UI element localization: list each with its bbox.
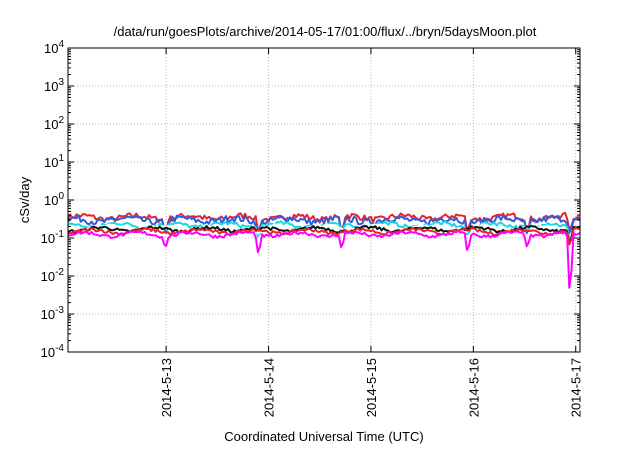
y-tick-label: 101 bbox=[44, 153, 64, 170]
y-axis: 10-4 10-3 10-2 10-1 100 101 102 103 104 bbox=[41, 39, 580, 360]
chart-title: /data/run/goesPlots/archive/2014-05-17/0… bbox=[114, 24, 537, 39]
y-tick-label: 10-3 bbox=[41, 305, 65, 322]
y-tick-label: 103 bbox=[44, 77, 64, 94]
grid bbox=[68, 48, 580, 352]
y-tick-label: 100 bbox=[44, 191, 64, 208]
x-tick-label: 2014-5-13 bbox=[159, 358, 174, 417]
y-tick-label: 104 bbox=[44, 39, 64, 56]
series-line-7 bbox=[67, 230, 581, 289]
x-tick-label: 2014-5-14 bbox=[262, 358, 277, 417]
x-tick-label: 2014-5-16 bbox=[466, 358, 481, 417]
x-axis-label: Coordinated Universal Time (UTC) bbox=[224, 429, 423, 444]
series-line-6 bbox=[67, 227, 581, 246]
x-axis: 2014-5-13 2014-5-14 2014-5-15 2014-5-16 2014… bbox=[159, 48, 584, 417]
y-tick-label: 102 bbox=[44, 115, 64, 132]
y-tick-label: 10-1 bbox=[41, 229, 65, 246]
series-line-1 bbox=[67, 211, 581, 233]
series-group bbox=[67, 211, 581, 289]
y-tick-label: 10-2 bbox=[41, 267, 65, 284]
y-axis-label: cSv/day bbox=[17, 176, 32, 223]
x-tick-label: 2014-5-15 bbox=[364, 358, 379, 417]
y-tick-label: 10-4 bbox=[41, 343, 65, 360]
series-line-4 bbox=[67, 223, 581, 243]
x-tick-label: 2014-5-17 bbox=[569, 358, 584, 417]
